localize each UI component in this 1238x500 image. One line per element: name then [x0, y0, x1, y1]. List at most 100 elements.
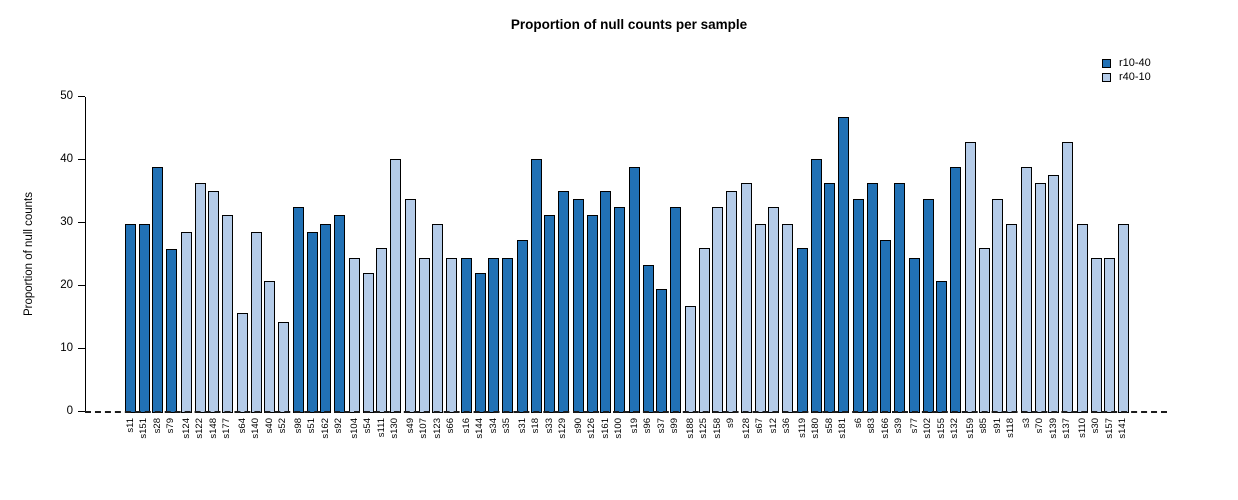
- bar-s144: [474, 273, 486, 413]
- x-tick-label: s107: [418, 418, 430, 439]
- bar-s126: [586, 215, 598, 413]
- bar-s96: [642, 265, 654, 413]
- x-tick-label: s51: [306, 418, 318, 434]
- x-tick-label: s151: [138, 418, 150, 439]
- bar-s77: [909, 258, 920, 413]
- x-tick-label: s158: [711, 418, 723, 439]
- bar-s139: [1048, 175, 1060, 413]
- bar-s83: [866, 183, 878, 413]
- zero-baseline: [85, 411, 1167, 413]
- x-tick-label: s35: [501, 418, 513, 434]
- x-tick-label: s137: [1061, 418, 1073, 439]
- x-tick-label: s18: [530, 418, 542, 434]
- x-tick-label: s181: [837, 418, 849, 439]
- y-axis-title: Proportion of null counts: [23, 191, 35, 317]
- x-tick-label: s100: [613, 418, 625, 439]
- x-tick-label: s98: [292, 418, 304, 434]
- bar-s3: [1021, 167, 1032, 413]
- y-axis-tick: [78, 348, 85, 349]
- x-tick-label: s132: [949, 418, 961, 439]
- bar-s70: [1034, 183, 1046, 413]
- bar-s104: [349, 258, 360, 413]
- legend-swatch-r10-40: [1102, 58, 1111, 68]
- x-tick-label: s28: [151, 418, 163, 434]
- y-tick-label: 40: [60, 153, 73, 165]
- x-tick-label: s129: [557, 418, 569, 439]
- bar-s6: [853, 199, 864, 413]
- bar-s102: [922, 199, 934, 413]
- bar-s177: [221, 215, 233, 413]
- bar-s119: [797, 248, 808, 413]
- x-tick-label: s31: [516, 418, 528, 434]
- x-tick-label: s85: [978, 418, 990, 434]
- bar-s122: [194, 183, 206, 413]
- x-tick-label: s162: [319, 418, 331, 439]
- x-tick-label: s140: [250, 418, 262, 439]
- x-tick-label: s139: [1047, 418, 1059, 439]
- x-tick-label: s161: [599, 418, 611, 439]
- x-tick-label: s177: [221, 418, 233, 439]
- bar-s34: [488, 258, 500, 413]
- bar-s158: [712, 207, 724, 413]
- y-axis-tick: [78, 285, 85, 286]
- bar-s64: [237, 313, 248, 413]
- bar-s85: [978, 248, 990, 413]
- x-tick-label: s79: [165, 418, 177, 434]
- y-axis-tick: [78, 159, 85, 160]
- x-tick-label: s3: [1020, 418, 1032, 429]
- bar-s130: [389, 159, 401, 413]
- legend-item: r40-10: [1102, 70, 1151, 84]
- bar-s39: [893, 183, 905, 413]
- bar-s132: [949, 167, 961, 413]
- x-tick-label: s16: [460, 418, 472, 434]
- bar-s140: [250, 232, 262, 413]
- bar-s37: [656, 289, 668, 413]
- x-tick-label: s90: [572, 418, 584, 434]
- bar-s111: [376, 248, 388, 413]
- x-tick-label: s144: [474, 418, 486, 439]
- x-tick-label: s124: [180, 418, 192, 439]
- bar-s33: [544, 215, 556, 413]
- x-tick-label: s96: [642, 418, 654, 434]
- bar-s92: [333, 215, 345, 413]
- bar-s155: [936, 281, 948, 413]
- x-tick-label: s11: [124, 418, 136, 433]
- x-tick-label: s91: [991, 418, 1003, 434]
- x-tick-label: s34: [487, 418, 499, 434]
- bar-s118: [1005, 224, 1017, 413]
- x-tick-label: s70: [1034, 418, 1046, 434]
- bar-s148: [208, 191, 220, 413]
- bar-s129: [557, 191, 569, 413]
- x-tick-label: s123: [431, 418, 443, 439]
- x-tick-label: s37: [655, 418, 667, 434]
- x-tick-label: s141: [1117, 418, 1129, 439]
- legend-item: r10-40: [1102, 56, 1151, 70]
- bar-s181: [837, 117, 849, 413]
- x-tick-label: s30: [1090, 418, 1102, 434]
- x-tick-label: s12: [767, 418, 779, 434]
- x-tick-label: s125: [698, 418, 710, 439]
- bar-s98: [293, 207, 304, 413]
- x-tick-label: s188: [684, 418, 696, 439]
- bar-s9: [725, 191, 737, 413]
- x-tick-label: s99: [669, 418, 681, 434]
- bar-s35: [501, 258, 513, 413]
- y-axis-line: [85, 97, 86, 413]
- x-tick-label: s64: [236, 418, 248, 434]
- y-tick-label: 0: [66, 405, 73, 417]
- x-tick-label: s157: [1103, 418, 1115, 439]
- bar-s67: [754, 224, 766, 413]
- bar-s161: [600, 191, 612, 413]
- bar-s125: [698, 248, 710, 413]
- x-tick-label: s66: [445, 418, 457, 434]
- bar-s188: [685, 306, 696, 413]
- bar-s166: [880, 240, 892, 413]
- x-tick-label: s92: [333, 418, 345, 434]
- bar-s110: [1077, 224, 1088, 413]
- bar-s99: [669, 207, 681, 413]
- legend-label: r10-40: [1119, 57, 1151, 69]
- x-tick-label: s166: [879, 418, 891, 439]
- bar-s19: [629, 167, 640, 413]
- y-tick-label: 10: [60, 342, 73, 354]
- bar-s28: [152, 167, 164, 413]
